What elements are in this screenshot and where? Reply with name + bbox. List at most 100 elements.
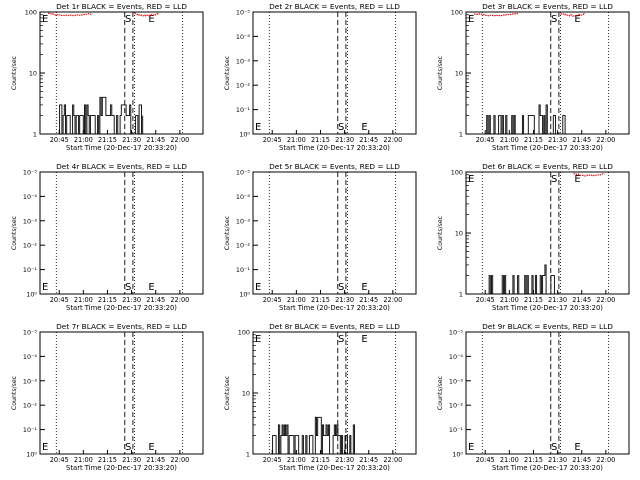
y-tick-label: 1	[33, 131, 37, 139]
plot-frame	[39, 171, 204, 295]
x-tick-label: 21:45	[572, 296, 591, 304]
chart-title: Det 5r BLACK = Events, RED = LLD	[269, 162, 400, 171]
end-marker-left: E	[468, 174, 474, 185]
y-tick-label: 10	[29, 70, 37, 78]
x-tick-label: 20:45	[476, 296, 495, 304]
x-tick-label: 21:30	[548, 456, 567, 464]
y-tick-label: 10⁻¹	[449, 426, 464, 434]
x-tick-label: 20:45	[263, 296, 282, 304]
y-tick-label: 100	[238, 329, 250, 337]
x-tick-label: 22:00	[596, 456, 615, 464]
x-tick-label: 20:45	[476, 136, 495, 144]
detector-chart-8: Det 8r BLACK = Events, RED = LLD Counts/s…	[224, 322, 417, 472]
x-tick-label: 21:15	[311, 136, 330, 144]
y-tick-label: 1	[459, 291, 463, 299]
x-tick-label: 22:00	[383, 456, 402, 464]
y-axis-label: Counts/sec	[224, 215, 231, 250]
x-tick-label: 21:45	[146, 296, 165, 304]
y-tick-label: 10⁰	[26, 451, 37, 459]
y-tick-label: 10⁻³	[236, 57, 251, 65]
y-tick-label: 10⁻⁴	[449, 353, 464, 361]
x-tick-label: 21:00	[500, 296, 519, 304]
x-axis-label: Start Time (20-Dec-17 20:33:20)	[66, 304, 177, 312]
events-series	[59, 96, 144, 135]
start-marker: S	[338, 334, 344, 345]
detector-panel-9: Det 9r BLACK = Events, RED = LLD Counts/s…	[426, 320, 639, 480]
detector-panel-2: Det 2r BLACK = Events, RED = LLD Counts/s…	[213, 0, 426, 160]
y-tick-label: 10⁻³	[449, 377, 464, 385]
y-tick-label: 10⁻²	[236, 242, 251, 250]
y-tick-label: 100	[451, 169, 463, 177]
x-tick-label: 21:15	[524, 296, 543, 304]
x-tick-label: 21:00	[74, 456, 93, 464]
y-tick-label: 10⁰	[239, 131, 250, 139]
end-marker-left: E	[468, 14, 474, 25]
detector-panel-4: Det 4r BLACK = Events, RED = LLD Counts/s…	[0, 160, 213, 320]
x-tick-label: 21:15	[311, 296, 330, 304]
plot-frame	[39, 331, 204, 455]
end-marker-left: E	[255, 122, 261, 133]
start-marker: S	[551, 174, 557, 185]
x-tick-label: 21:30	[335, 136, 354, 144]
end-marker-left: E	[255, 334, 261, 345]
y-tick-label: 10⁰	[239, 291, 250, 299]
detector-panel-3: Det 3r BLACK = Events, RED = LLD Counts/s…	[426, 0, 639, 160]
y-tick-label: 10⁻¹	[236, 106, 251, 114]
chart-title: Det 8r BLACK = Events, RED = LLD	[269, 322, 400, 331]
start-marker: S	[551, 14, 557, 25]
end-marker: E	[148, 442, 154, 453]
x-tick-label: 21:45	[146, 456, 165, 464]
y-tick-label: 100	[25, 9, 37, 17]
y-tick-label: 10⁻⁵	[236, 9, 251, 17]
detector-chart-6: Det 6r BLACK = Events, RED = LLD Counts/s…	[437, 162, 630, 312]
x-tick-label: 21:30	[335, 296, 354, 304]
start-marker: S	[338, 282, 344, 293]
y-tick-label: 10⁻²	[449, 402, 464, 410]
x-tick-label: 21:45	[359, 136, 378, 144]
start-marker: S	[338, 122, 344, 133]
chart-title: Det 3r BLACK = Events, RED = LLD	[482, 2, 613, 11]
x-axis-label: Start Time (20-Dec-17 20:33:20)	[492, 304, 603, 312]
y-tick-label: 10⁻⁵	[236, 169, 251, 177]
y-tick-label: 1	[246, 451, 250, 459]
x-tick-label: 22:00	[596, 296, 615, 304]
y-tick-label: 10⁰	[26, 291, 37, 299]
x-tick-label: 21:30	[122, 136, 141, 144]
y-tick-label: 10⁻⁴	[236, 193, 251, 201]
plot-frame	[252, 11, 417, 135]
detector-chart-3: Det 3r BLACK = Events, RED = LLD Counts/s…	[437, 2, 630, 152]
x-tick-label: 21:15	[98, 136, 117, 144]
y-tick-label: 10⁻²	[236, 82, 251, 90]
plot-frame	[252, 171, 417, 295]
y-axis-label: Counts/sec	[224, 55, 231, 90]
chart-title: Det 1r BLACK = Events, RED = LLD	[56, 2, 187, 11]
x-tick-label: 21:15	[98, 296, 117, 304]
end-marker-left: E	[468, 442, 474, 453]
x-tick-label: 21:45	[146, 136, 165, 144]
y-tick-label: 100	[451, 9, 463, 17]
end-marker: E	[574, 174, 580, 185]
end-marker-left: E	[42, 14, 48, 25]
y-axis-label: Counts/sec	[437, 55, 444, 90]
x-tick-label: 22:00	[170, 296, 189, 304]
x-tick-label: 20:45	[50, 456, 69, 464]
x-axis-label: Start Time (20-Dec-17 20:33:20)	[279, 304, 390, 312]
end-marker: E	[361, 334, 367, 345]
detector-panel-1: Det 1r BLACK = Events, RED = LLD Counts/s…	[0, 0, 213, 160]
events-series	[272, 416, 356, 455]
y-tick-label: 10	[242, 390, 250, 398]
x-tick-label: 21:00	[287, 136, 306, 144]
events-series	[485, 264, 569, 295]
x-tick-label: 21:00	[500, 456, 519, 464]
detector-panel-6: Det 6r BLACK = Events, RED = LLD Counts/s…	[426, 160, 639, 320]
end-marker-left: E	[255, 282, 261, 293]
lld-series	[474, 12, 519, 17]
start-marker: S	[551, 442, 557, 453]
x-tick-label: 21:45	[359, 456, 378, 464]
x-tick-label: 21:00	[74, 296, 93, 304]
y-tick-label: 10⁻⁵	[23, 169, 38, 177]
x-tick-label: 21:15	[98, 456, 117, 464]
end-marker-left: E	[42, 442, 48, 453]
x-tick-label: 21:30	[335, 456, 354, 464]
